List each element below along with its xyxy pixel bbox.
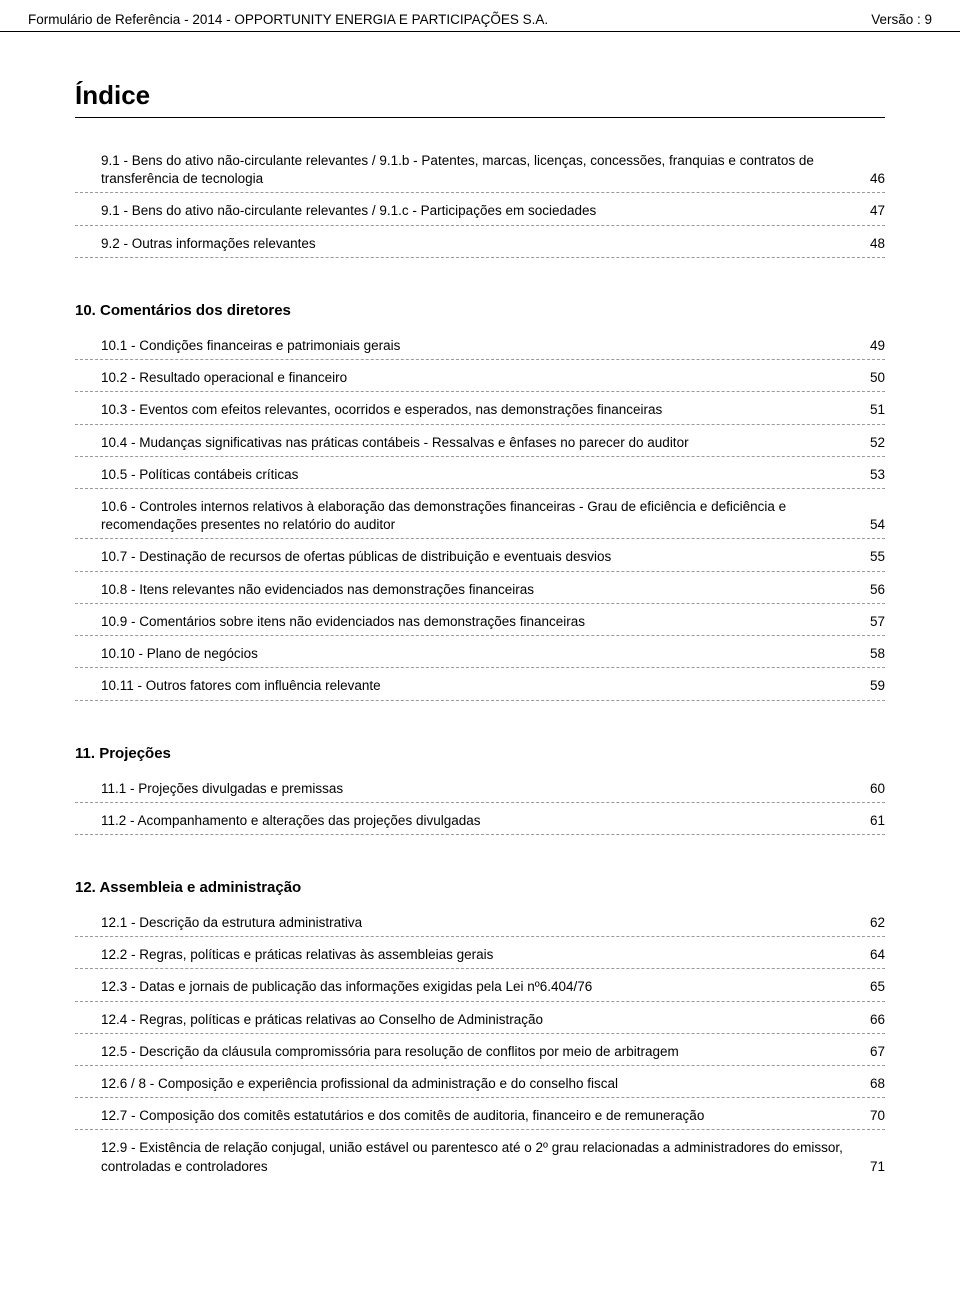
toc-row: 10.7 - Destinação de recursos de ofertas… xyxy=(75,544,885,571)
section-heading: 12. Assembleia e administração xyxy=(75,879,885,896)
toc-item-label: 10.9 - Comentários sobre itens não evide… xyxy=(75,613,595,631)
toc-item-page: 61 xyxy=(860,812,885,830)
toc-row: 10.5 - Políticas contábeis críticas 53 xyxy=(75,462,885,489)
toc-item-label: 10.5 - Políticas contábeis críticas xyxy=(75,466,308,484)
toc-item-page: 51 xyxy=(860,401,885,419)
toc-item-page: 52 xyxy=(860,434,885,452)
toc-row: 9.1 - Bens do ativo não-circulante relev… xyxy=(75,198,885,225)
title-rule xyxy=(75,117,885,118)
toc-item-page: 53 xyxy=(860,466,885,484)
toc-item-page: 59 xyxy=(860,677,885,695)
toc-item-page: 47 xyxy=(860,202,885,220)
toc-item-label: 10.7 - Destinação de recursos de ofertas… xyxy=(75,548,621,566)
toc-item-page: 54 xyxy=(860,516,885,534)
toc-row: 12.4 - Regras, políticas e práticas rela… xyxy=(75,1007,885,1034)
toc-item-label: 12.5 - Descrição da cláusula compromissó… xyxy=(75,1043,689,1061)
toc-item-label: 11.2 - Acompanhamento e alterações das p… xyxy=(75,812,491,830)
toc-item-label: 10.3 - Eventos com efeitos relevantes, o… xyxy=(75,401,672,419)
toc-row: 10.6 - Controles internos relativos à el… xyxy=(75,494,885,539)
toc-item-page: 67 xyxy=(860,1043,885,1061)
toc-item-page: 56 xyxy=(860,581,885,599)
toc-item-label: 12.4 - Regras, políticas e práticas rela… xyxy=(75,1011,553,1029)
toc-row: 10.11 - Outros fatores com influência re… xyxy=(75,673,885,700)
toc-row: 12.7 - Composição dos comitês estatutári… xyxy=(75,1103,885,1130)
toc-item-label: 10.2 - Resultado operacional e financeir… xyxy=(75,369,357,387)
toc-row: 12.6 / 8 - Composição e experiência prof… xyxy=(75,1071,885,1098)
header-version: Versão : 9 xyxy=(871,12,932,27)
toc-item-label: 12.1 - Descrição da estrutura administra… xyxy=(75,914,372,932)
toc-item-page: 65 xyxy=(860,978,885,996)
toc-item-label: 12.9 - Existência de relação conjugal, u… xyxy=(75,1139,860,1175)
toc-row: 9.2 - Outras informações relevantes 48 xyxy=(75,231,885,258)
section-heading: 11. Projeções xyxy=(75,745,885,762)
toc-row: 10.3 - Eventos com efeitos relevantes, o… xyxy=(75,397,885,424)
toc-item-page: 58 xyxy=(860,645,885,663)
content-area: Índice 9.1 - Bens do ativo não-circulant… xyxy=(0,80,960,1197)
toc-item-label: 10.6 - Controles internos relativos à el… xyxy=(75,498,860,534)
toc-row: 12.5 - Descrição da cláusula compromissó… xyxy=(75,1039,885,1066)
toc-item-page: 62 xyxy=(860,914,885,932)
toc-item-label: 12.6 / 8 - Composição e experiência prof… xyxy=(75,1075,628,1093)
section-heading: 10. Comentários dos diretores xyxy=(75,302,885,319)
toc-row: 11.1 - Projeções divulgadas e premissas 6… xyxy=(75,776,885,803)
toc-row: 9.1 - Bens do ativo não-circulante relev… xyxy=(75,148,885,193)
page-title: Índice xyxy=(75,80,885,111)
header-title: Formulário de Referência - 2014 - OPPORT… xyxy=(28,12,548,27)
toc-row: 12.3 - Datas e jornais de publicação das… xyxy=(75,974,885,1001)
toc-item-label: 9.1 - Bens do ativo não-circulante relev… xyxy=(75,202,606,220)
toc-item-page: 68 xyxy=(860,1075,885,1093)
toc-item-page: 60 xyxy=(860,780,885,798)
toc-item-label: 12.7 - Composição dos comitês estatutári… xyxy=(75,1107,714,1125)
toc-item-page: 55 xyxy=(860,548,885,566)
toc-row: 10.1 - Condições financeiras e patrimoni… xyxy=(75,333,885,360)
toc-item-page: 70 xyxy=(860,1107,885,1125)
toc-row: 10.8 - Itens relevantes não evidenciados… xyxy=(75,577,885,604)
toc-row: 10.4 - Mudanças significativas nas práti… xyxy=(75,430,885,457)
toc-item-page: 46 xyxy=(860,170,885,188)
toc-row: 10.2 - Resultado operacional e financeir… xyxy=(75,365,885,392)
toc-item-label: 9.2 - Outras informações relevantes xyxy=(75,235,326,253)
toc-item-page: 50 xyxy=(860,369,885,387)
toc-row: 12.1 - Descrição da estrutura administra… xyxy=(75,910,885,937)
toc-row: 11.2 - Acompanhamento e alterações das p… xyxy=(75,808,885,835)
toc-item-page: 71 xyxy=(860,1158,885,1176)
toc-item-label: 9.1 - Bens do ativo não-circulante relev… xyxy=(75,152,860,188)
toc-item-label: 10.4 - Mudanças significativas nas práti… xyxy=(75,434,699,452)
document-header: Formulário de Referência - 2014 - OPPORT… xyxy=(0,0,960,32)
toc-row: 10.9 - Comentários sobre itens não evide… xyxy=(75,609,885,636)
toc-row: 12.9 - Existência de relação conjugal, u… xyxy=(75,1135,885,1176)
toc-item-label: 11.1 - Projeções divulgadas e premissas xyxy=(75,780,353,798)
toc-item-label: 10.11 - Outros fatores com influência re… xyxy=(75,677,391,695)
toc-item-page: 66 xyxy=(860,1011,885,1029)
toc-item-page: 57 xyxy=(860,613,885,631)
toc-root: 9.1 - Bens do ativo não-circulante relev… xyxy=(75,148,885,1177)
toc-item-label: 10.1 - Condições financeiras e patrimoni… xyxy=(75,337,410,355)
toc-item-page: 64 xyxy=(860,946,885,964)
toc-row: 10.10 - Plano de negócios 58 xyxy=(75,641,885,668)
toc-item-page: 48 xyxy=(860,235,885,253)
toc-item-label: 10.8 - Itens relevantes não evidenciados… xyxy=(75,581,544,599)
toc-item-label: 10.10 - Plano de negócios xyxy=(75,645,268,663)
toc-row: 12.2 - Regras, políticas e práticas rela… xyxy=(75,942,885,969)
toc-item-label: 12.3 - Datas e jornais de publicação das… xyxy=(75,978,602,996)
toc-item-label: 12.2 - Regras, políticas e práticas rela… xyxy=(75,946,503,964)
toc-item-page: 49 xyxy=(860,337,885,355)
